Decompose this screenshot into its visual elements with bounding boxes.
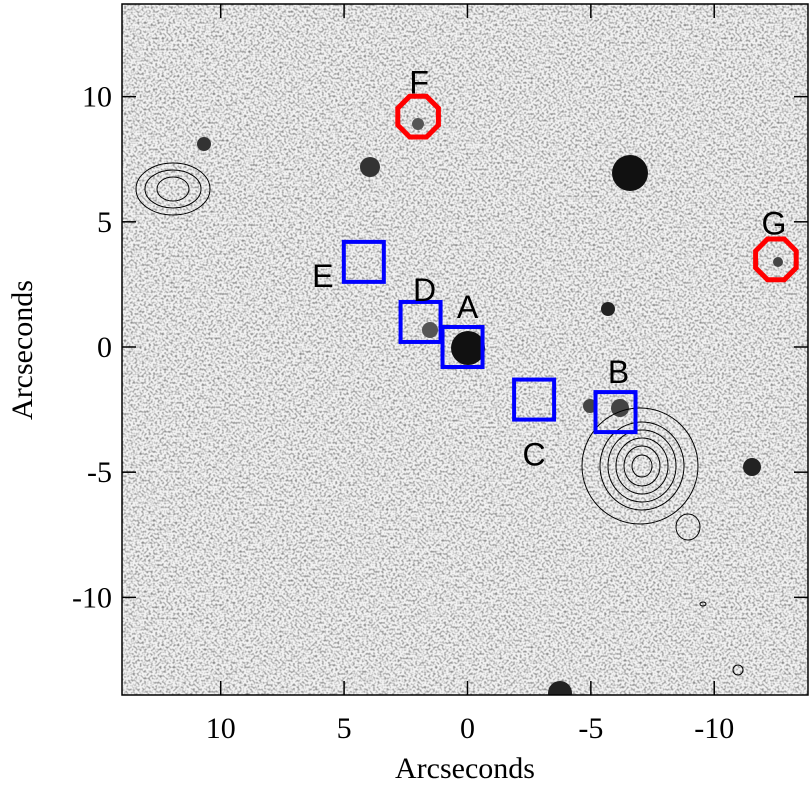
source-box <box>440 324 485 369</box>
source-box <box>512 377 557 422</box>
source-label: F <box>409 65 429 101</box>
overlay: 10 5 0 -5 -10 10 5 0 -5 -10 A B C D E F G <box>72 4 808 745</box>
x-tick-label: -10 <box>694 712 734 745</box>
source-label: C <box>523 437 546 473</box>
y-tick-label: 0 <box>97 331 112 364</box>
x-tick-label: 5 <box>337 712 352 745</box>
source-octagon <box>753 236 799 283</box>
x-tick-label: 10 <box>206 712 236 745</box>
source-box <box>398 299 443 344</box>
x-axis-label: Arcseconds <box>395 752 535 785</box>
y-tick-label: -10 <box>72 581 112 614</box>
source-label: D <box>413 272 436 308</box>
source-box <box>341 239 386 284</box>
source-octagon <box>395 93 441 140</box>
source-box <box>593 390 638 435</box>
x-tick-label: 0 <box>460 712 475 745</box>
sky-image <box>122 4 808 695</box>
plot-frame <box>121 3 809 696</box>
source-label: B <box>608 354 629 390</box>
x-tick-label: -5 <box>578 712 603 745</box>
y-tick-label: 5 <box>97 206 112 239</box>
y-tick-label: 10 <box>82 81 112 114</box>
source-label: E <box>312 258 333 294</box>
y-axis-label: Arcseconds <box>6 280 39 420</box>
y-tick-label: -5 <box>87 456 112 489</box>
source-label: G <box>761 205 786 241</box>
source-label: A <box>457 289 479 325</box>
